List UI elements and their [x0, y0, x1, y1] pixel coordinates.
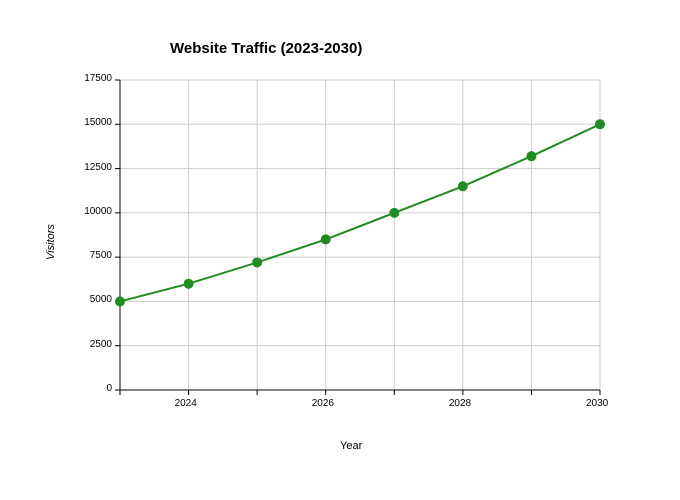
data-marker	[595, 119, 605, 129]
y-tick-label: 0	[106, 383, 112, 394]
x-tick-label: 2024	[175, 398, 197, 409]
data-marker	[184, 279, 194, 289]
y-tick-label: 2500	[90, 339, 112, 350]
chart-container: Website Traffic (2023-2030) Year Visitor…	[0, 0, 680, 500]
data-marker	[526, 151, 536, 161]
y-tick-label: 12500	[84, 162, 112, 173]
x-tick-label: 2028	[449, 398, 471, 409]
y-tick-label: 15000	[84, 117, 112, 128]
x-tick-label: 2030	[586, 398, 608, 409]
y-tick-label: 10000	[84, 206, 112, 217]
y-tick-label: 17500	[84, 73, 112, 84]
data-marker	[252, 257, 262, 267]
x-tick-label: 2026	[312, 398, 334, 409]
y-tick-label: 7500	[90, 250, 112, 261]
data-marker	[389, 208, 399, 218]
data-marker	[115, 296, 125, 306]
y-tick-label: 5000	[90, 294, 112, 305]
data-marker	[458, 181, 468, 191]
data-marker	[321, 234, 331, 244]
